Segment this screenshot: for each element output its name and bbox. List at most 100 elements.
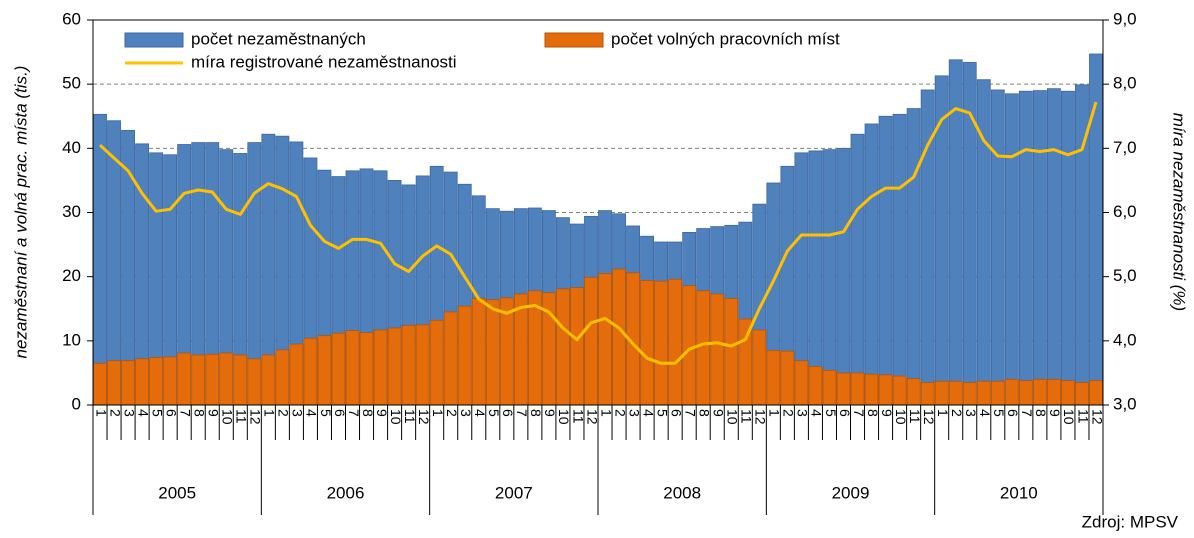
x-tick-label: 8 (360, 409, 376, 417)
x-tick-label: 11 (234, 409, 250, 424)
x-tick-label: 6 (332, 409, 348, 417)
bar (443, 311, 458, 406)
x-tick-label: 12 (248, 409, 264, 425)
bar (1032, 378, 1047, 406)
x-tick-label: 1 (935, 409, 951, 417)
bar (1018, 380, 1033, 406)
bar (906, 378, 921, 406)
x-tick-label: 3 (626, 409, 642, 417)
bar (864, 123, 879, 406)
bar (1018, 90, 1033, 406)
bar (1061, 380, 1075, 406)
y2-tick-label: 4,0 (1113, 330, 1137, 349)
bar (724, 298, 739, 406)
x-tick-label: 9 (206, 409, 222, 417)
x-tick-label: 5 (991, 409, 1007, 417)
x-tick-label: 6 (837, 409, 853, 417)
y2-tick-label: 9,0 (1113, 9, 1137, 28)
year-label: 2007 (495, 483, 533, 502)
bar (766, 350, 781, 406)
source-note: Zdroj: MPSV (1082, 512, 1179, 531)
year-label: 2008 (663, 483, 701, 502)
x-tick-label: 2 (781, 409, 797, 417)
x-tick-label: 9 (542, 409, 558, 417)
year-label: 2005 (158, 483, 196, 502)
bar (920, 382, 935, 406)
bar (584, 276, 598, 406)
bar (247, 358, 262, 406)
bar (205, 353, 220, 406)
x-tick-label: 9 (1047, 409, 1063, 417)
x-tick-label: 10 (1061, 409, 1077, 425)
bar (990, 89, 1005, 406)
bar (850, 133, 865, 406)
x-tick-label: 1 (767, 409, 783, 417)
x-tick-label: 12 (1089, 409, 1105, 425)
bar (387, 327, 402, 406)
bar (808, 366, 823, 406)
bar (962, 382, 977, 406)
bar (556, 288, 570, 406)
x-tick-label: 6 (1005, 409, 1021, 417)
year-label: 2009 (832, 483, 870, 502)
x-tick-label: 3 (290, 409, 306, 417)
bar (401, 325, 416, 406)
bar (710, 293, 725, 406)
bar (1004, 93, 1019, 406)
y2-axis-title: míra nezaměstnanosti (%) (1170, 113, 1189, 311)
x-tick-label: 9 (879, 409, 895, 417)
bar (415, 324, 430, 406)
x-tick-label: 6 (500, 409, 516, 417)
bar (457, 305, 472, 406)
bar (93, 113, 107, 406)
x-tick-label: 12 (753, 409, 769, 425)
bar (233, 354, 248, 406)
bar (261, 354, 276, 406)
x-tick-label: 4 (304, 409, 320, 417)
bar (191, 354, 206, 406)
x-tick-label: 10 (725, 409, 741, 425)
x-tick-label: 8 (528, 409, 544, 417)
bar (1046, 88, 1061, 406)
bar (219, 352, 234, 406)
bar (822, 149, 837, 406)
x-tick-label: 4 (977, 409, 993, 417)
bar (1089, 380, 1103, 406)
bar (149, 357, 164, 406)
bar (654, 280, 669, 406)
legend-swatch (124, 32, 184, 48)
line (98, 101, 1098, 365)
bar (878, 374, 893, 406)
bar (345, 330, 360, 406)
bar (836, 372, 851, 406)
x-tick-label: 5 (654, 409, 670, 417)
x-tick-label: 7 (346, 409, 362, 417)
bar (289, 343, 304, 406)
x-tick-label: 7 (851, 409, 867, 417)
y-tick-label: 50 (62, 74, 81, 93)
x-tick-label: 5 (486, 409, 502, 417)
y2-tick-label: 8,0 (1113, 74, 1137, 93)
x-tick-label: 4 (135, 409, 151, 417)
x-tick-label: 11 (402, 409, 418, 424)
x-tick-label: 8 (192, 409, 208, 417)
bar (990, 380, 1005, 406)
x-tick-label: 2 (107, 409, 123, 417)
y-tick-label: 20 (62, 266, 81, 285)
x-tick-label: 11 (739, 409, 755, 424)
bar (373, 329, 388, 406)
x-tick-label: 6 (668, 409, 684, 417)
bar (1075, 382, 1089, 406)
bar (163, 356, 178, 406)
x-tick-label: 9 (711, 409, 727, 417)
bar (107, 360, 121, 406)
x-tick-label: 2 (949, 409, 965, 417)
x-tick-label: 2 (276, 409, 292, 417)
bar (429, 319, 444, 406)
bar (1004, 378, 1019, 406)
x-tick-label: 5 (823, 409, 839, 417)
y2-tick-label: 6,0 (1113, 202, 1137, 221)
x-tick-label: 8 (1033, 409, 1049, 417)
x-tick-label: 5 (149, 409, 165, 417)
